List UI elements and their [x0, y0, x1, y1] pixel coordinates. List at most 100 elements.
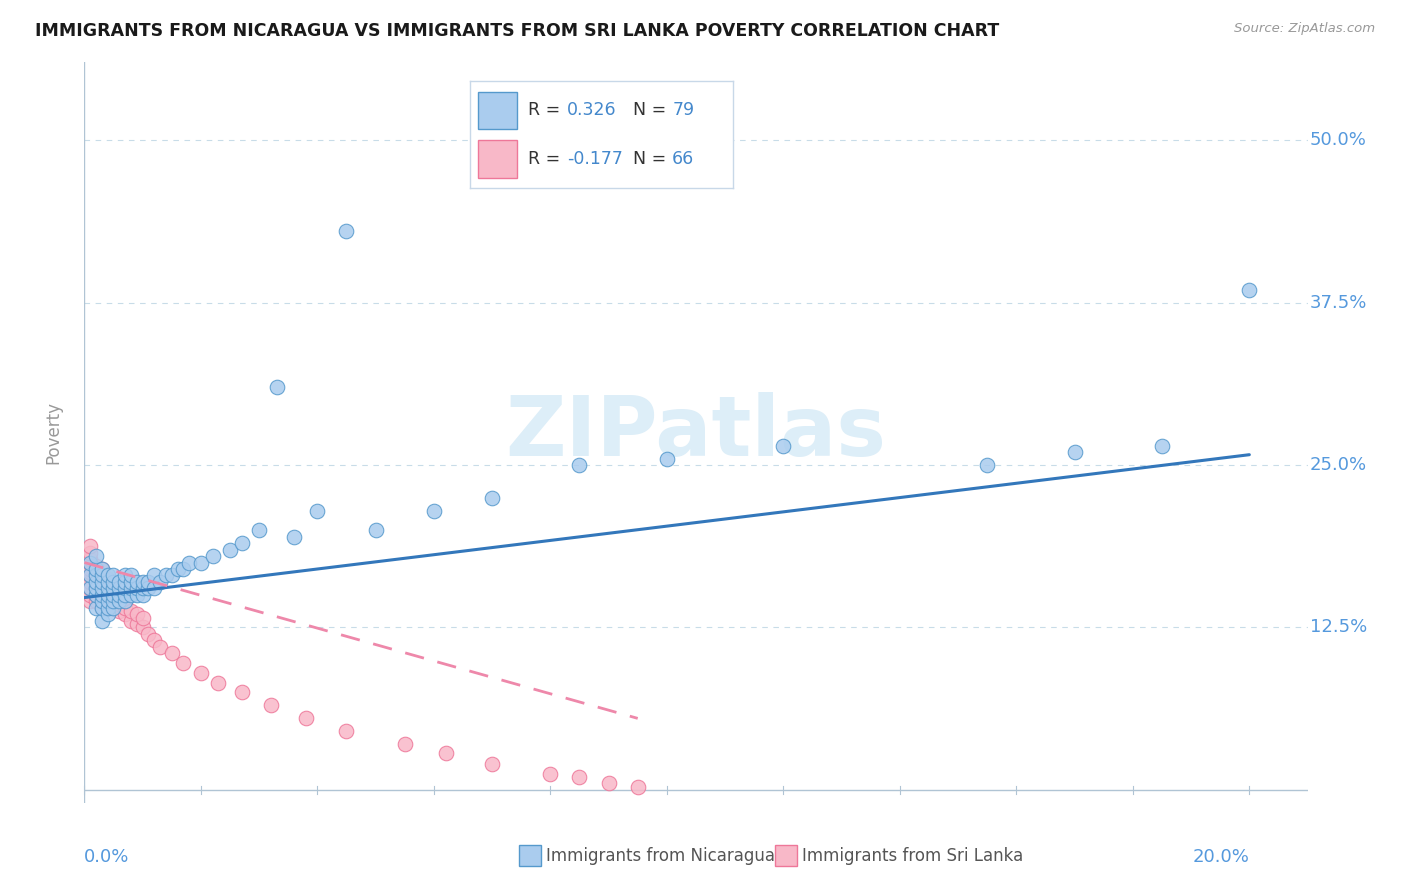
- Point: [97, 585, 120, 599]
- Text: Source: ZipAtlas.com: Source: ZipAtlas.com: [1234, 22, 1375, 36]
- Point: [114, 588, 136, 602]
- Point: [976, 458, 998, 472]
- Point: [97, 594, 120, 608]
- Point: [97, 573, 120, 587]
- Text: IMMIGRANTS FROM NICARAGUA VS IMMIGRANTS FROM SRI LANKA POVERTY CORRELATION CHART: IMMIGRANTS FROM NICARAGUA VS IMMIGRANTS …: [35, 22, 1000, 40]
- Point: [125, 616, 148, 631]
- Point: [79, 582, 101, 596]
- Point: [155, 568, 177, 582]
- Point: [190, 556, 212, 570]
- Point: [201, 549, 224, 563]
- Point: [394, 737, 416, 751]
- Point: [90, 594, 112, 608]
- Point: [568, 770, 591, 784]
- Point: [79, 588, 101, 602]
- Point: [307, 503, 329, 517]
- Point: [79, 565, 101, 579]
- Point: [79, 574, 101, 589]
- Point: [143, 633, 166, 648]
- Point: [108, 582, 131, 596]
- Point: [97, 601, 120, 615]
- Point: [190, 665, 212, 680]
- Point: [172, 656, 194, 670]
- Point: [97, 568, 120, 582]
- Point: [90, 582, 112, 596]
- Point: [114, 601, 136, 615]
- Point: [84, 574, 107, 589]
- Point: [138, 627, 160, 641]
- Text: ZIPatlas: ZIPatlas: [506, 392, 886, 473]
- Point: [149, 640, 172, 654]
- Point: [97, 594, 120, 608]
- Point: [219, 542, 242, 557]
- Point: [114, 607, 136, 622]
- Point: [335, 724, 357, 739]
- Point: [90, 562, 112, 576]
- Text: Immigrants from Sri Lanka: Immigrants from Sri Lanka: [803, 847, 1024, 865]
- Point: [90, 568, 112, 582]
- Point: [97, 574, 120, 589]
- Bar: [776, 845, 797, 866]
- Point: [84, 582, 107, 596]
- Point: [131, 582, 153, 596]
- Text: 50.0%: 50.0%: [1310, 131, 1367, 149]
- Point: [114, 582, 136, 596]
- Point: [160, 568, 183, 582]
- Point: [84, 559, 107, 574]
- Text: Immigrants from Nicaragua: Immigrants from Nicaragua: [546, 847, 775, 865]
- Point: [79, 556, 101, 570]
- Point: [90, 601, 112, 615]
- Text: 0.0%: 0.0%: [84, 848, 129, 866]
- Point: [90, 562, 112, 576]
- Point: [97, 607, 120, 622]
- Point: [166, 562, 188, 576]
- Point: [97, 591, 120, 605]
- Point: [627, 780, 650, 795]
- Point: [1063, 445, 1085, 459]
- Point: [79, 546, 101, 560]
- Point: [364, 523, 387, 537]
- Text: 12.5%: 12.5%: [1310, 618, 1367, 637]
- Point: [120, 603, 142, 617]
- Point: [247, 523, 270, 537]
- Point: [207, 676, 229, 690]
- Point: [90, 588, 112, 602]
- Point: [120, 568, 142, 582]
- Point: [772, 439, 794, 453]
- Point: [84, 588, 107, 602]
- Point: [103, 584, 125, 599]
- Point: [131, 611, 153, 625]
- Point: [335, 224, 357, 238]
- Point: [90, 601, 112, 615]
- Point: [84, 565, 107, 579]
- Point: [79, 556, 101, 570]
- Point: [84, 568, 107, 582]
- Point: [108, 603, 131, 617]
- Point: [434, 747, 457, 761]
- Point: [114, 574, 136, 589]
- Point: [79, 551, 101, 566]
- Point: [120, 582, 142, 596]
- Bar: [519, 845, 541, 866]
- Point: [481, 756, 503, 771]
- Point: [90, 614, 112, 628]
- Point: [90, 594, 112, 608]
- Point: [84, 582, 107, 596]
- Point: [108, 574, 131, 589]
- Point: [108, 591, 131, 605]
- Point: [294, 711, 316, 725]
- Point: [97, 577, 120, 591]
- Point: [108, 594, 131, 608]
- Point: [108, 588, 131, 602]
- Point: [84, 588, 107, 602]
- Point: [179, 556, 201, 570]
- Point: [160, 647, 183, 661]
- Point: [84, 549, 107, 563]
- Point: [97, 582, 120, 596]
- Point: [90, 588, 112, 602]
- Point: [103, 594, 125, 608]
- Point: [79, 539, 101, 553]
- Point: [131, 574, 153, 589]
- Point: [283, 529, 305, 543]
- Point: [131, 620, 153, 634]
